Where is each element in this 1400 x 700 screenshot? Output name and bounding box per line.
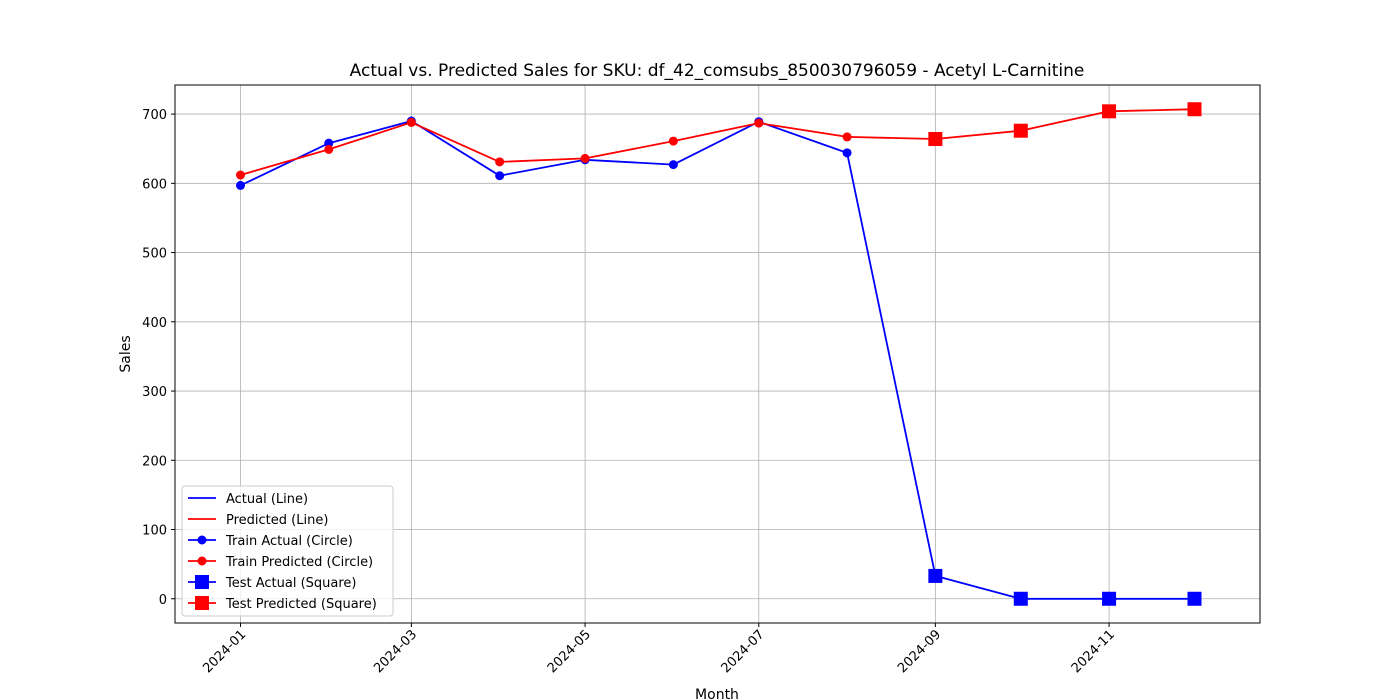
test-actual-point — [928, 568, 943, 583]
legend: Actual (Line) Predicted (Line) Train Actua… — [181, 485, 394, 617]
plot-area-frame — [174, 84, 1261, 624]
y-axis-label: Sales — [118, 335, 134, 372]
legend-box — [181, 485, 394, 617]
train-actual-point — [495, 171, 505, 181]
y-tick-label: 700 — [142, 108, 167, 123]
train-predicted-point — [842, 132, 852, 142]
train-actual-point — [668, 160, 678, 170]
train-predicted-point — [324, 144, 334, 154]
legend-label: Train Predicted (Circle) — [225, 555, 373, 570]
legend-label: Actual (Line) — [226, 492, 308, 507]
legend-label: Test Actual (Square) — [225, 576, 357, 591]
y-tick-label: 200 — [142, 454, 167, 469]
actual-line — [240, 120, 1195, 600]
y-tick-label: 0 — [159, 593, 167, 608]
test-actual-point — [1102, 591, 1117, 606]
legend-swatch-circle — [197, 556, 207, 566]
y-tick-label: 400 — [142, 316, 167, 331]
train-predicted-point — [580, 153, 590, 163]
legend-label: Train Actual (Circle) — [225, 534, 353, 549]
test-actual-point — [1013, 591, 1028, 606]
y-tick-label: 500 — [142, 247, 167, 262]
legend-label: Test Predicted (Square) — [225, 597, 377, 612]
predicted-line — [240, 108, 1195, 176]
train-predicted-point — [235, 170, 245, 180]
plot-series — [235, 102, 1202, 606]
train-predicted-point — [668, 136, 678, 146]
y-tick-label: 100 — [142, 524, 167, 539]
train-predicted-point — [495, 157, 505, 167]
legend-swatch-square — [195, 575, 209, 589]
test-predicted-point — [1013, 123, 1028, 138]
y-tick-label: 600 — [142, 177, 167, 192]
test-predicted-point — [1102, 104, 1117, 119]
chart-title: Actual vs. Predicted Sales for SKU: df_4… — [350, 61, 1085, 81]
y-tick-label: 300 — [142, 385, 167, 400]
legend-swatch-square — [195, 596, 209, 610]
train-actual-point — [842, 148, 852, 158]
test-actual-point — [1187, 591, 1202, 606]
train-actual-point — [235, 180, 245, 190]
legend-swatch-circle — [197, 535, 207, 545]
train-predicted-point — [754, 118, 764, 128]
x-axis-label: Month — [695, 687, 739, 700]
test-predicted-point — [928, 132, 943, 147]
legend-label: Predicted (Line) — [226, 513, 328, 528]
train-actual-point — [324, 138, 334, 148]
test-predicted-point — [1187, 102, 1202, 117]
train-predicted-point — [406, 117, 416, 127]
